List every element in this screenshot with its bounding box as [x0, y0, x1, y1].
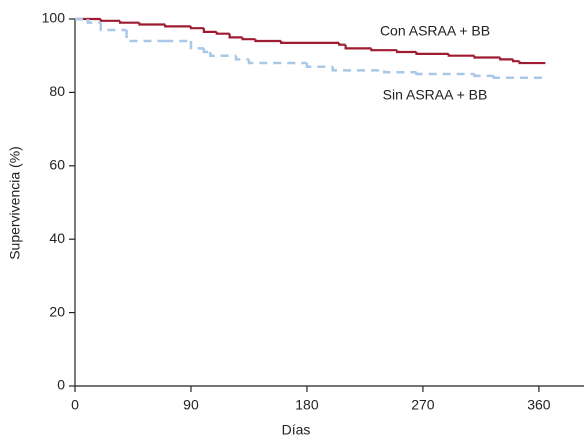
survival-step [164, 24, 191, 28]
survival-step [119, 20, 140, 24]
survival-step [234, 55, 249, 61]
survival-step [241, 37, 256, 41]
y-tick-label: 80 [49, 83, 65, 99]
survival-step [138, 22, 166, 26]
y-tick-label: 0 [57, 377, 65, 393]
survival-step [189, 26, 204, 30]
survival-step [215, 31, 230, 35]
x-tick-label: 360 [527, 397, 551, 413]
survival-step [86, 19, 101, 24]
survival-step [383, 70, 417, 74]
x-tick-label: 270 [411, 397, 435, 413]
survival-step [209, 52, 237, 57]
survival-step [254, 39, 282, 43]
y-tick-label: 100 [42, 10, 66, 26]
survival-step [473, 74, 494, 78]
survival-step [499, 57, 514, 61]
survival-step [202, 28, 217, 33]
survival-step [99, 22, 127, 32]
y-axis-label: Supervivencia (%) [7, 146, 23, 260]
survival-step [305, 63, 333, 68]
x-axis-label: Días [282, 422, 311, 438]
survival-step [370, 48, 398, 52]
y-tick-label: 40 [49, 230, 65, 246]
survival-step [247, 59, 307, 65]
survival-step [344, 44, 372, 50]
y-tick-label: 60 [49, 157, 65, 173]
survival-step [447, 53, 475, 57]
series-label: Con ASRAA + BB [380, 23, 490, 39]
survival-step [189, 41, 204, 50]
survival-step [228, 33, 243, 39]
survival-step [99, 19, 121, 22]
survival-step [518, 61, 546, 65]
survival-step [125, 30, 166, 43]
survival-step [396, 50, 417, 54]
survival-step [280, 41, 340, 44]
survival-step [338, 42, 346, 46]
x-tick-label: 0 [71, 397, 79, 413]
series-label: Sin ASRAA + BB [383, 87, 488, 103]
survival-step [415, 72, 475, 76]
survival-step [473, 55, 501, 59]
survival-step [415, 52, 449, 55]
survival-step [512, 59, 520, 63]
survival-step [492, 75, 546, 79]
y-tick-label: 20 [49, 303, 65, 319]
x-tick-label: 180 [295, 397, 319, 413]
x-tick-label: 90 [183, 397, 199, 413]
survival-step [202, 48, 211, 54]
survival-step [331, 66, 385, 72]
